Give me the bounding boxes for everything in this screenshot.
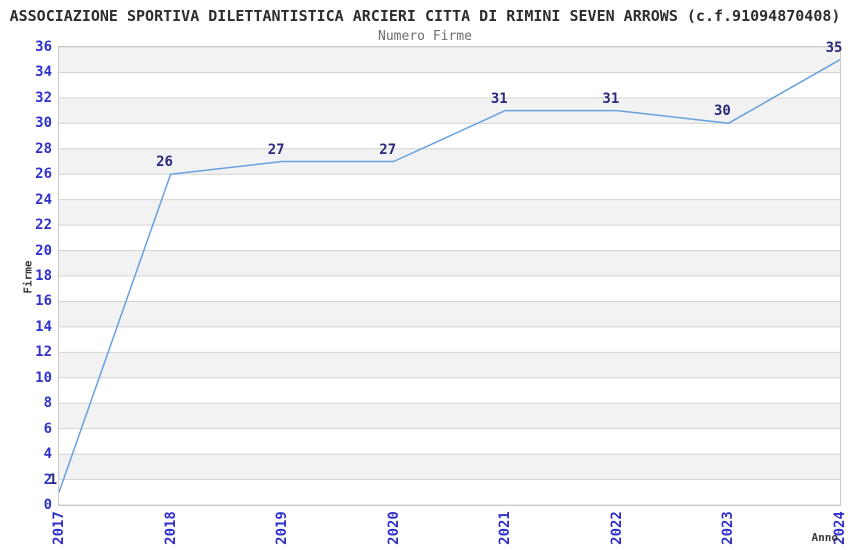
plot-band — [59, 301, 840, 327]
point-label: 1 — [48, 472, 58, 489]
y-tick-label: 12 — [35, 344, 52, 361]
x-tick-label: 2017 — [51, 511, 67, 545]
point-label: 26 — [156, 154, 173, 171]
point-label: 27 — [267, 141, 285, 158]
plot-band — [59, 454, 840, 480]
data-line — [59, 58, 840, 494]
plot-band — [59, 199, 840, 226]
y-tick-label: 34 — [35, 64, 52, 81]
plot-band — [59, 352, 840, 378]
y-tick-label: 30 — [35, 115, 52, 132]
x-tick-label: 2018 — [162, 511, 179, 545]
y-tick-label: 2 — [43, 471, 52, 488]
point-label: 35 — [825, 39, 843, 56]
y-tick-label: 6 — [43, 420, 52, 437]
y-tick-label: 0 — [43, 497, 52, 513]
y-tick-label: 22 — [35, 217, 52, 234]
y-tick-label: 4 — [43, 446, 52, 463]
y-tick-label: 24 — [35, 191, 52, 208]
line-chart-canvas — [59, 47, 840, 505]
y-tick-label: 18 — [35, 268, 52, 284]
plot-band — [59, 47, 840, 73]
plot-band — [59, 250, 840, 276]
y-tick-label: 14 — [35, 318, 52, 335]
plot-band — [59, 403, 840, 429]
x-tick-label: 2023 — [720, 511, 737, 545]
y-axis-label: Firme — [21, 260, 35, 294]
y-tick-label: 20 — [35, 242, 52, 259]
y-tick-label: 32 — [35, 89, 52, 106]
point-label: 30 — [713, 103, 731, 120]
x-tick-label: 2021 — [497, 511, 514, 545]
chart-subtitle: Numero Firme — [378, 29, 472, 44]
plot-area — [58, 46, 841, 506]
x-tick-label: 2022 — [608, 511, 625, 545]
y-tick-label: 16 — [35, 293, 52, 310]
point-label: 27 — [379, 141, 397, 158]
plot-band — [59, 97, 840, 124]
y-tick-label: 8 — [43, 395, 52, 412]
point-label: 31 — [602, 90, 620, 107]
y-tick-label: 10 — [35, 369, 52, 386]
y-tick-label: 26 — [35, 166, 52, 183]
y-tick-label: 36 — [35, 39, 52, 55]
chart-title: ASSOCIAZIONE SPORTIVA DILETTANTISTICA AR… — [9, 7, 841, 25]
x-tick-label: 2019 — [274, 511, 291, 545]
y-tick-label: 28 — [35, 140, 52, 157]
plot-band — [59, 148, 840, 175]
point-label: 31 — [490, 90, 508, 107]
x-tick-label: 2020 — [385, 511, 402, 545]
x-axis-label: Anno — [811, 531, 839, 544]
